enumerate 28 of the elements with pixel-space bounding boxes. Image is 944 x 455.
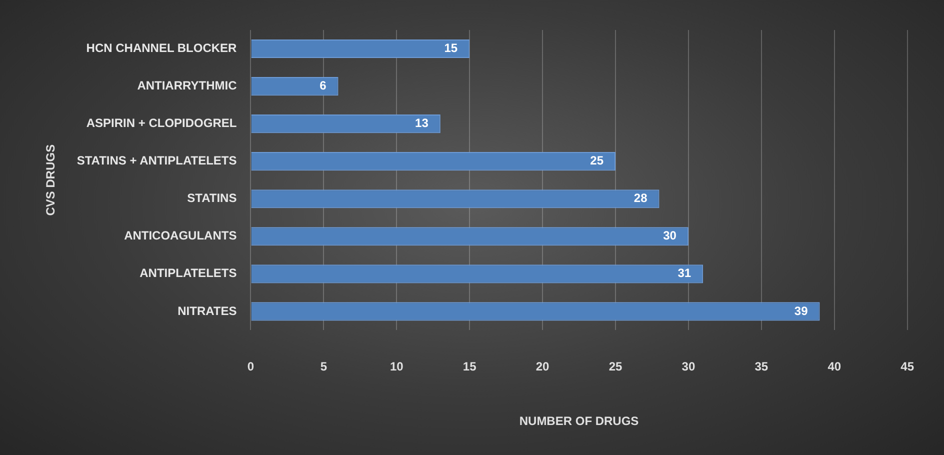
x-axis-title: NUMBER OF DRUGS [519,414,639,428]
y-tick-label: HCN CHANNEL BLOCKER [86,41,238,56]
y-tick-label: STATINS + ANTIPLATELETS [76,154,237,168]
x-tick-label: 35 [754,360,768,374]
x-tick-label: 0 [247,360,254,374]
y-tick-label: ANTIPLATELETS [140,266,237,280]
x-tick-label: 20 [536,360,550,374]
y-tick-label: ANTICOAGULANTS [124,228,237,243]
y-tick-label: ASPIRIN + CLOPIDOGREL [86,116,237,130]
y-axis-title: CVS DRUGS [44,144,58,216]
x-tick-label: 25 [608,360,622,374]
x-tick-label: 40 [828,360,842,374]
data-label: 31 [678,266,692,280]
y-tick-label: NITRATES [178,304,237,318]
x-tick-label: 5 [320,360,328,374]
data-label: 25 [590,154,604,168]
data-label: 28 [634,191,648,206]
x-tick-label: 10 [390,360,404,374]
y-tick-label: STATINS [187,191,237,206]
data-label: 30 [663,228,677,243]
data-label: 6 [320,78,327,93]
data-label: 13 [415,116,429,130]
x-tick-label: 45 [900,360,914,374]
x-tick-label: 30 [682,360,696,374]
y-tick-label: ANTIARRYTHMIC [137,78,238,93]
data-label: 15 [444,41,458,56]
x-tick-label: 15 [462,360,477,374]
data-label: 39 [794,304,808,318]
